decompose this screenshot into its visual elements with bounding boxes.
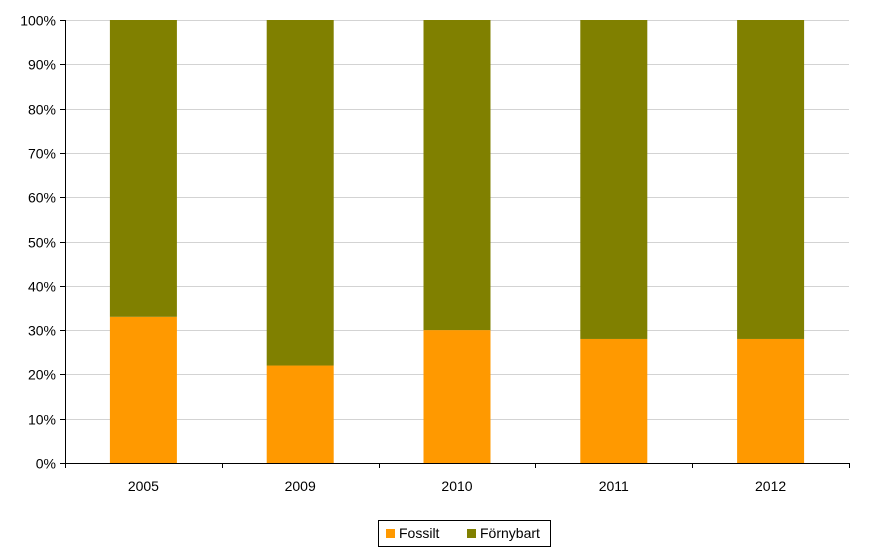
bar-fossilt-2005 bbox=[109, 316, 177, 463]
bars bbox=[109, 20, 805, 463]
bar-fossilt-2011 bbox=[580, 338, 648, 463]
bar-f-rnybart-2011 bbox=[580, 20, 648, 339]
legend: Fossilt Förnybart bbox=[378, 520, 551, 547]
x-tick-label: 2009 bbox=[285, 478, 316, 494]
legend-label: Förnybart bbox=[480, 525, 540, 541]
y-tick-label: 100% bbox=[20, 13, 56, 29]
y-tick-label: 50% bbox=[28, 235, 56, 251]
bar-f-rnybart-2012 bbox=[737, 20, 805, 339]
legend-swatch-f-rnybart bbox=[467, 529, 476, 538]
bar-f-rnybart-2009 bbox=[266, 20, 334, 366]
bar-fossilt-2012 bbox=[737, 338, 805, 463]
y-tick-label: 60% bbox=[28, 190, 56, 206]
y-tick-label: 90% bbox=[28, 57, 56, 73]
bar-fossilt-2010 bbox=[423, 330, 491, 463]
legend-swatch-fossilt bbox=[386, 529, 395, 538]
legend-box bbox=[378, 520, 551, 547]
y-tick-labels: 0% 10% 20% 30% 40% 50% 60% 70% 80% 90% 100% bbox=[20, 13, 56, 472]
x-tick-label: 2012 bbox=[755, 478, 786, 494]
y-tick-label: 70% bbox=[28, 146, 56, 162]
y-tick-label: 30% bbox=[28, 323, 56, 339]
y-tick-label: 0% bbox=[36, 456, 56, 472]
x-tick-labels: 2005 2009 2010 2011 2012 bbox=[128, 478, 787, 494]
x-tick-label: 2011 bbox=[599, 478, 629, 494]
bar-f-rnybart-2005 bbox=[109, 20, 177, 317]
axes bbox=[60, 20, 850, 468]
y-tick-label: 40% bbox=[28, 279, 56, 295]
y-tick-label: 20% bbox=[28, 367, 56, 383]
y-tick-label: 80% bbox=[28, 102, 56, 118]
bar-fossilt-2009 bbox=[266, 365, 334, 463]
bar-f-rnybart-2010 bbox=[423, 20, 491, 331]
y-tick-label: 10% bbox=[28, 412, 56, 428]
x-tick-label: 2010 bbox=[441, 478, 472, 494]
legend-label: Fossilt bbox=[399, 525, 440, 541]
x-tick-label: 2005 bbox=[128, 478, 159, 494]
